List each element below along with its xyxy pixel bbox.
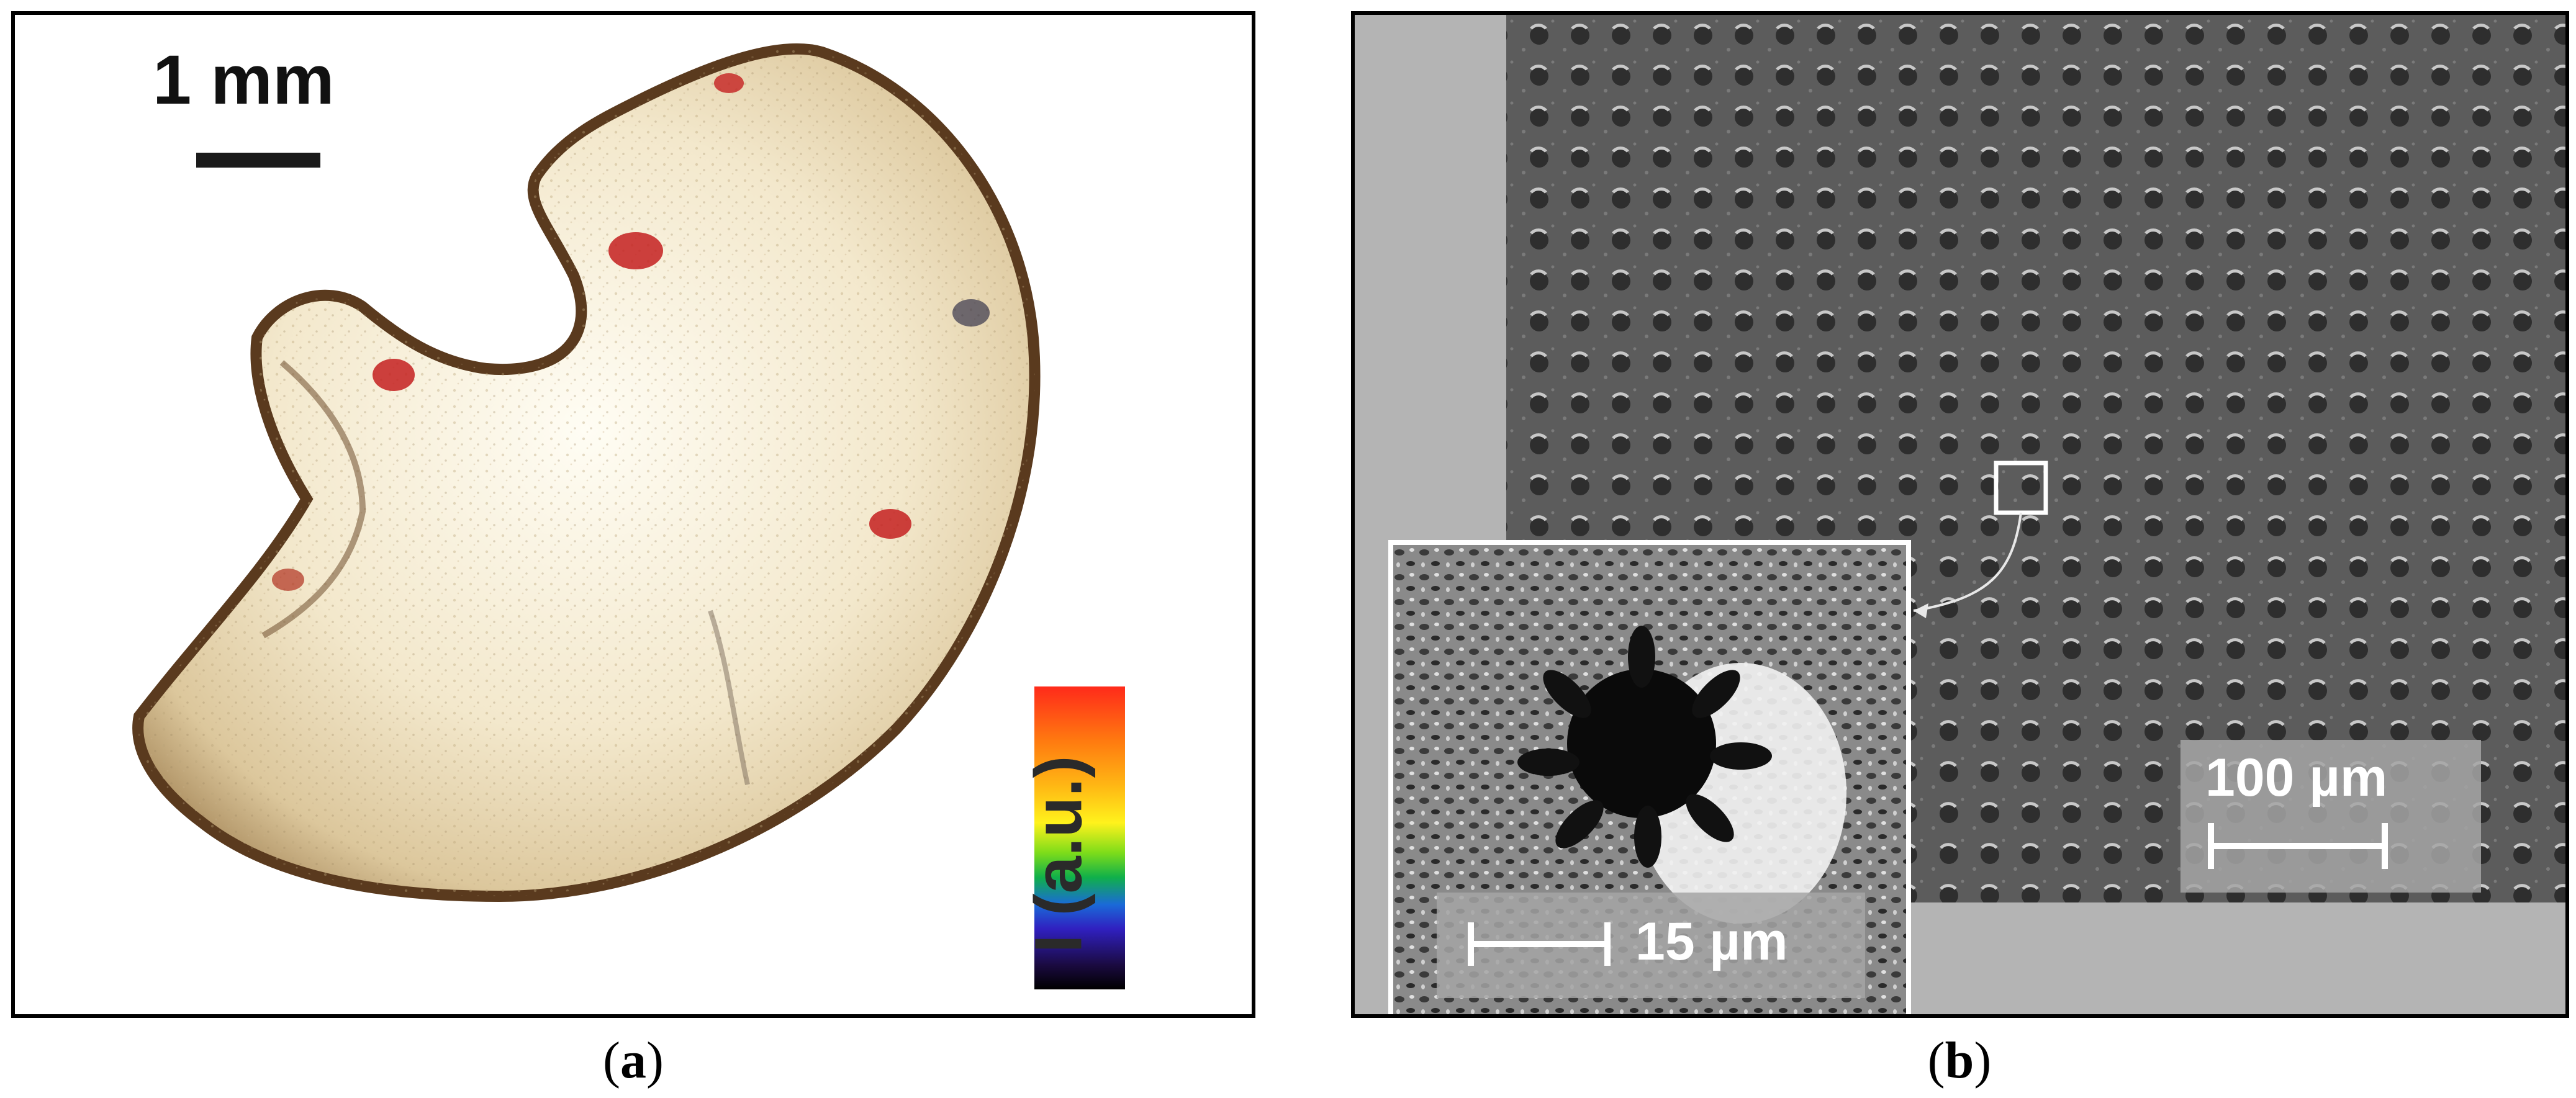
hotspot-3 [869,509,911,539]
hotspot-2 [373,359,415,391]
caption-a: (a) [603,1032,664,1089]
main-scale-box [2181,740,2481,893]
panel-a-micrograph: 1 mm I (a.u.) [11,11,1255,1018]
main-scale-bar [2208,843,2388,849]
inset-magnified-pit: 15 µm [1388,540,1911,1014]
tissue-section-image [132,43,1041,902]
caption-b: (b) [1927,1032,1992,1089]
scale-bar-label-1mm: 1 mm [153,41,335,119]
intensity-colorbar [1034,686,1125,989]
inset-scale-label: 15 µm [1635,912,1788,971]
hotspot-1 [608,232,663,269]
main-scale-label: 100 µm [2205,748,2388,808]
scale-bar-1mm [196,153,320,168]
panel-b-sem-image: 15 µm 100 µm [1351,11,2569,1018]
hotspot-4 [714,73,744,93]
colorbar-label: I (a.u.) [1020,755,1096,953]
inset-scale-bar [1468,941,1611,947]
